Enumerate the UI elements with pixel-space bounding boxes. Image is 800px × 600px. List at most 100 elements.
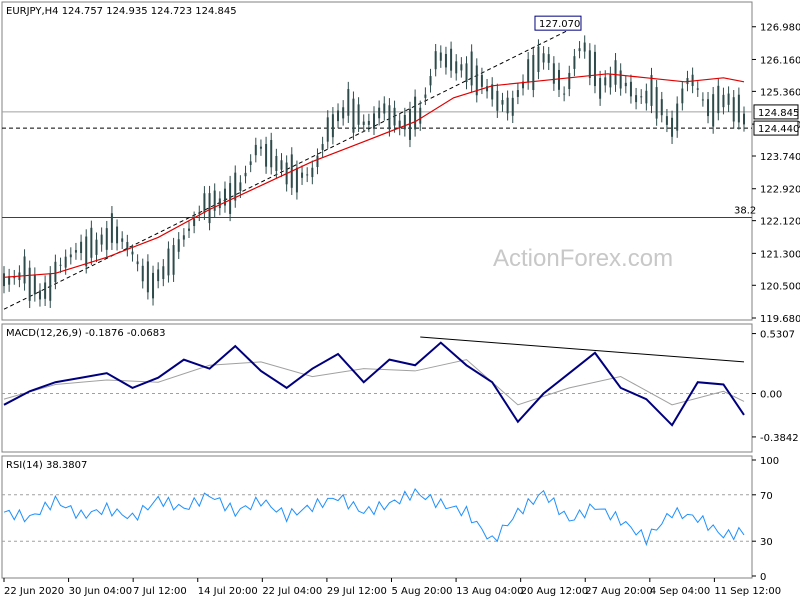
candle-body xyxy=(213,190,216,211)
time-tick-label: 20 Aug 12:00 xyxy=(521,586,588,597)
rsi-panel xyxy=(1,455,753,579)
candle-body xyxy=(259,146,262,149)
uptrend-line xyxy=(3,25,578,310)
support-label-box xyxy=(753,120,799,136)
candle-body xyxy=(378,107,381,119)
candle-body xyxy=(218,198,221,209)
price-header: EURJPY,H4 124.757 124.935 124.723 124.84… xyxy=(6,6,237,17)
candle-body xyxy=(136,261,139,265)
candle-body xyxy=(419,107,422,124)
macd-trendline xyxy=(420,336,745,363)
candle-body xyxy=(275,155,278,171)
candle-body xyxy=(167,248,170,276)
candle-body xyxy=(28,267,31,301)
moving-average-line xyxy=(3,73,745,278)
candle-body xyxy=(450,48,453,71)
candle-body xyxy=(552,63,555,84)
candle-body xyxy=(208,193,211,224)
candle-body xyxy=(645,90,648,104)
macd-tick-label: 0.00 xyxy=(760,390,782,401)
candle-body xyxy=(249,161,252,165)
candle-body xyxy=(316,155,319,168)
candle-body xyxy=(737,94,740,123)
candle-body xyxy=(362,121,365,125)
peak-label: 127.070 xyxy=(539,19,580,30)
candle-body xyxy=(455,61,458,74)
watermark: ActionForex.com xyxy=(493,245,673,272)
candle-body xyxy=(38,290,41,300)
candle-body xyxy=(547,54,550,63)
candle-body xyxy=(280,160,283,170)
candle-body xyxy=(439,52,442,61)
macd-signal-line xyxy=(3,359,745,406)
rsi-line xyxy=(3,487,745,547)
candle-body xyxy=(188,228,190,231)
candle-body xyxy=(80,241,83,254)
price-series: 38.2 124.845 124.440 127.070 xyxy=(2,15,799,310)
price-tick-label: 126.160 xyxy=(760,55,800,66)
candle-body xyxy=(629,81,632,97)
candle-body xyxy=(331,114,334,138)
candle-body xyxy=(223,188,226,206)
candle-body xyxy=(198,212,201,214)
candle-body xyxy=(640,96,643,98)
candle-body xyxy=(244,172,247,177)
candle-body xyxy=(157,269,160,282)
candle-body xyxy=(100,234,103,245)
candle-body xyxy=(373,113,375,128)
candle-body xyxy=(403,115,406,130)
candle-body xyxy=(470,51,473,86)
candle-body xyxy=(527,59,530,83)
macd-tick-label: -0.3842 xyxy=(760,433,799,444)
price-tick-label: 126.980 xyxy=(760,23,800,34)
macd-series: 0.5307 0.00 -0.3842 xyxy=(2,330,799,444)
candle-body xyxy=(465,63,468,83)
macd-line xyxy=(3,341,745,427)
candle-body xyxy=(604,77,607,86)
candle-body xyxy=(496,90,499,111)
time-tick-label: 22 Jul 04:00 xyxy=(262,586,322,597)
price-tick-label: 122.920 xyxy=(760,185,800,196)
candle-body xyxy=(743,113,745,125)
candle-body xyxy=(337,110,340,122)
candle-body xyxy=(573,56,576,69)
candle-body xyxy=(516,90,519,97)
price-panel xyxy=(1,1,753,321)
price-tick-label: 125.360 xyxy=(760,87,800,98)
candle-body xyxy=(429,76,432,86)
candle-body xyxy=(347,89,350,116)
candle-body xyxy=(717,85,720,114)
candle-body xyxy=(583,42,586,52)
candle-body xyxy=(588,50,591,78)
candle-body xyxy=(105,228,108,250)
candle-body xyxy=(131,251,134,255)
candle-body xyxy=(177,239,180,252)
peak-label-box xyxy=(534,15,582,31)
candle-body xyxy=(95,239,98,255)
candle-body xyxy=(568,72,571,90)
candle-body xyxy=(732,97,735,122)
support-label: 124.440 xyxy=(758,124,799,135)
price-tick-label: 123.740 xyxy=(760,152,800,163)
candle-body xyxy=(152,272,155,299)
candle-body xyxy=(182,235,185,240)
candle-body xyxy=(424,94,427,98)
rsi-header: RSI(14) 38.3807 xyxy=(6,460,87,471)
candle-body xyxy=(69,254,72,258)
candle-body xyxy=(542,53,545,63)
time-tick-label: 30 Jun 04:00 xyxy=(69,586,133,597)
time-tick-label: 13 Aug 04:00 xyxy=(456,586,523,597)
candle-body xyxy=(480,74,483,87)
candle-body xyxy=(311,167,314,178)
price-tick-label: 120.500 xyxy=(760,281,800,292)
candle-body xyxy=(619,70,622,89)
candle-body xyxy=(110,213,113,243)
candle-body xyxy=(116,226,119,244)
candle-body xyxy=(707,99,710,117)
candle-body xyxy=(306,174,309,176)
candle-body xyxy=(126,242,129,250)
candle-body xyxy=(74,250,77,253)
candle-body xyxy=(64,256,67,268)
candle-body xyxy=(367,120,370,125)
candle-body xyxy=(23,256,26,284)
